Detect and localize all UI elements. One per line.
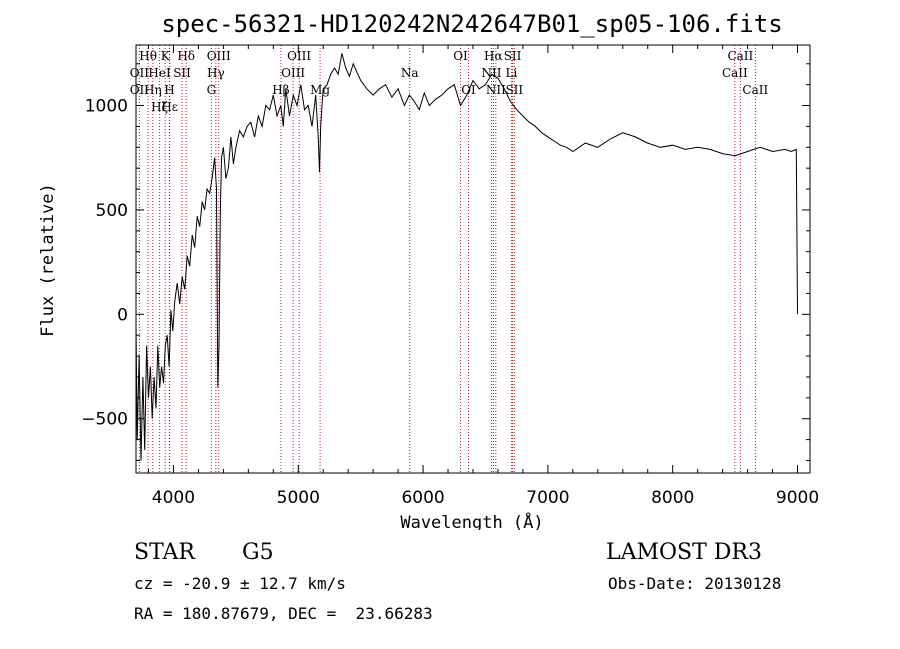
survey-name: LAMOST DR3 bbox=[606, 540, 762, 565]
line-marker-label: OII bbox=[130, 66, 150, 80]
y-tick-label: 0 bbox=[117, 305, 128, 325]
y-tick-label: 1000 bbox=[85, 97, 128, 117]
line-marker-label: OIII bbox=[207, 49, 231, 63]
x-tick-label: 7000 bbox=[526, 488, 569, 508]
coordinates: RA = 180.87679, DEC = 23.66283 bbox=[134, 604, 433, 623]
x-tick-label: 6000 bbox=[401, 488, 444, 508]
line-marker-label: Na bbox=[401, 66, 419, 80]
line-marker-label: OIII bbox=[287, 49, 311, 63]
line-marker-label: OIII bbox=[281, 66, 305, 80]
object-subclass: G5 bbox=[242, 540, 274, 565]
line-marker-label: CaII bbox=[742, 83, 768, 97]
redshift-velocity: cz = -20.9 ± 12.7 km/s bbox=[134, 574, 346, 593]
plot-frame bbox=[135, 44, 811, 474]
line-marker-label: NII bbox=[486, 83, 506, 97]
line-markers bbox=[138, 45, 756, 473]
line-marker-label: Hα bbox=[484, 49, 503, 63]
y-tick-label: 500 bbox=[96, 201, 128, 221]
line-marker-label: Hγ bbox=[207, 66, 225, 80]
line-marker-label: Hε bbox=[161, 100, 178, 114]
line-marker-label: SII bbox=[504, 49, 522, 63]
x-axis-label: Wavelength (Å) bbox=[400, 511, 543, 530]
line-marker-label: OI bbox=[453, 49, 468, 63]
line-marker-label: Hζ bbox=[151, 100, 168, 114]
line-marker-label: OII bbox=[130, 83, 150, 97]
line-marker-label: SII bbox=[173, 66, 191, 80]
x-tick-label: 8000 bbox=[651, 488, 694, 508]
x-tick-label: 9000 bbox=[776, 488, 819, 508]
line-marker-label: Hθ bbox=[139, 49, 157, 63]
chart-title: spec-56321-HD120242N242647B01_sp05-106.f… bbox=[161, 10, 782, 38]
line-marker-label: Mg bbox=[310, 83, 330, 97]
line-marker-label: NII bbox=[481, 66, 501, 80]
y-axis-label: Flux (relative) bbox=[38, 183, 58, 337]
line-marker-label: G bbox=[207, 83, 217, 97]
object-class: STAR bbox=[134, 540, 195, 565]
line-marker-label: CaII bbox=[727, 49, 753, 63]
x-tick-label: 4000 bbox=[152, 488, 195, 508]
observation-date: Obs-Date: 20130128 bbox=[608, 574, 782, 593]
line-marker-label: CaII bbox=[722, 66, 748, 80]
line-marker-label: H bbox=[164, 83, 174, 97]
line-marker-label: K bbox=[161, 49, 171, 63]
y-axis-ticks: −500 0 500 1000 bbox=[81, 63, 810, 461]
line-marker-label: SII bbox=[505, 83, 523, 97]
line-marker-label: Hη bbox=[144, 83, 162, 97]
line-marker-label: HeI bbox=[148, 66, 171, 80]
line-marker-label: Li bbox=[506, 66, 518, 80]
y-tick-label: −500 bbox=[81, 410, 128, 430]
x-axis-ticks: 4000 5000 6000 7000 8000 9000 bbox=[147, 45, 819, 508]
line-marker-label: Hδ bbox=[177, 49, 195, 63]
spectrum-chart: spec-56321-HD120242N242647B01_sp05-106.f… bbox=[38, 10, 819, 530]
spectrum-line bbox=[135, 53, 798, 461]
x-tick-label: 5000 bbox=[277, 488, 320, 508]
